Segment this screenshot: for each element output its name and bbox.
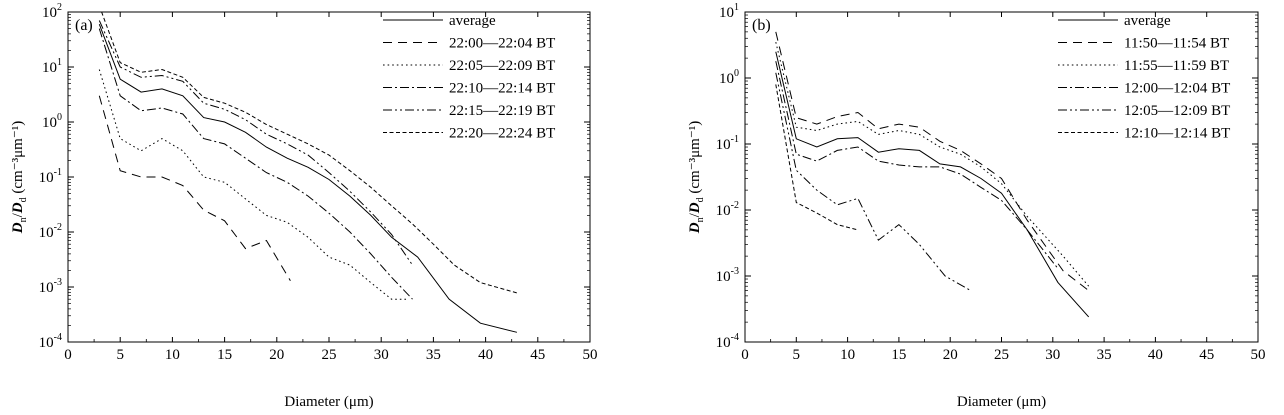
x-axis-title: Diameter (μm) [957,394,1046,410]
legend-label: 11:55—11:59 BT [1124,58,1229,74]
x-tick-label: 15 [891,347,906,363]
y-axis-title: Dn/Dd (cm⁻³μm⁻¹) [10,121,29,234]
y-tick-label: 10-3 [39,277,62,296]
y-tick-label: 102 [42,2,62,21]
panel-label: (a) [75,17,93,34]
x-tick-label: 50 [583,347,598,363]
legend-label: 22:20—22:24 BT [449,126,555,142]
x-tick-label: 30 [1045,347,1060,363]
x-tick-label: 40 [478,347,493,363]
series-line-3 [98,69,408,300]
y-tick-label: 100 [42,112,62,131]
x-tick-label: 20 [943,347,958,363]
legend-label: 11:50—11:54 BT [1124,36,1229,52]
panel-label: (b) [752,17,771,34]
legend-label: 12:00—12:04 BT [1124,81,1230,97]
x-tick-label: 25 [322,347,337,363]
x-tick-label: 5 [116,347,124,363]
x-tick-label: 30 [374,347,389,363]
y-axis-title: Dn/Dd (cm⁻³μm⁻¹) [687,121,706,234]
y-tick-label: 10-1 [39,167,62,186]
x-tick-label: 20 [269,347,284,363]
y-tick-label: 101 [42,57,62,76]
x-tick-label: 0 [64,347,72,363]
x-tick-label: 15 [217,347,232,363]
series-line-2 [775,31,1090,291]
series-line-1 [775,51,1090,318]
x-tick-label: 35 [426,347,441,363]
y-tick-label: 10-2 [716,200,739,219]
legend-label: average [449,13,496,29]
legend-label: average [1124,13,1171,29]
y-tick-label: 10-2 [39,222,62,241]
x-tick-label: 25 [994,347,1009,363]
y-tick-label: 10-4 [716,332,739,351]
series-line-4 [98,28,413,300]
legend-label: 12:10—12:14 BT [1124,126,1230,142]
chart-panel-b: 0 5 10 15 20 25 30 35 40 45 50 10-4 10-3 10-2 10-1 100 1… [687,2,1266,410]
legend-label: 12:05—12:09 BT [1124,103,1230,119]
x-tick-label: 45 [530,347,545,363]
legend-label: 22:10—22:14 BT [449,81,555,97]
series-line-2 [98,95,291,281]
x-tick-label: 10 [165,347,180,363]
x-tick-label: 35 [1097,347,1112,363]
series-line-5 [98,20,413,266]
x-axis-title: Diameter (μm) [284,394,373,410]
x-tick-label: 10 [840,347,855,363]
legend-label: 22:00—22:04 BT [449,36,555,52]
chart-panel-a: 0 5 10 15 20 25 30 35 40 45 50 10-4 10-3 10-2 10-1 100 1… [10,2,598,410]
series-line-3 [775,41,1090,287]
series-line-6 [775,84,859,231]
legend-label: 22:15—22:19 BT [449,103,555,119]
x-tick-label: 50 [1251,347,1266,363]
x-tick-label: 40 [1148,347,1163,363]
legend-label: 22:05—22:09 BT [449,58,555,74]
y-tick-label: 101 [719,2,739,21]
y-tick-label: 100 [719,68,739,87]
y-tick-label: 10-4 [39,332,62,351]
y-tick-label: 10-3 [716,266,739,285]
y-tick-label: 10-1 [716,134,739,153]
series-line-4 [775,61,1059,269]
x-tick-label: 0 [741,347,749,363]
series-line-1 [98,24,518,333]
series-line-5 [775,72,971,292]
x-tick-label: 45 [1199,347,1214,363]
x-tick-label: 5 [793,347,801,363]
